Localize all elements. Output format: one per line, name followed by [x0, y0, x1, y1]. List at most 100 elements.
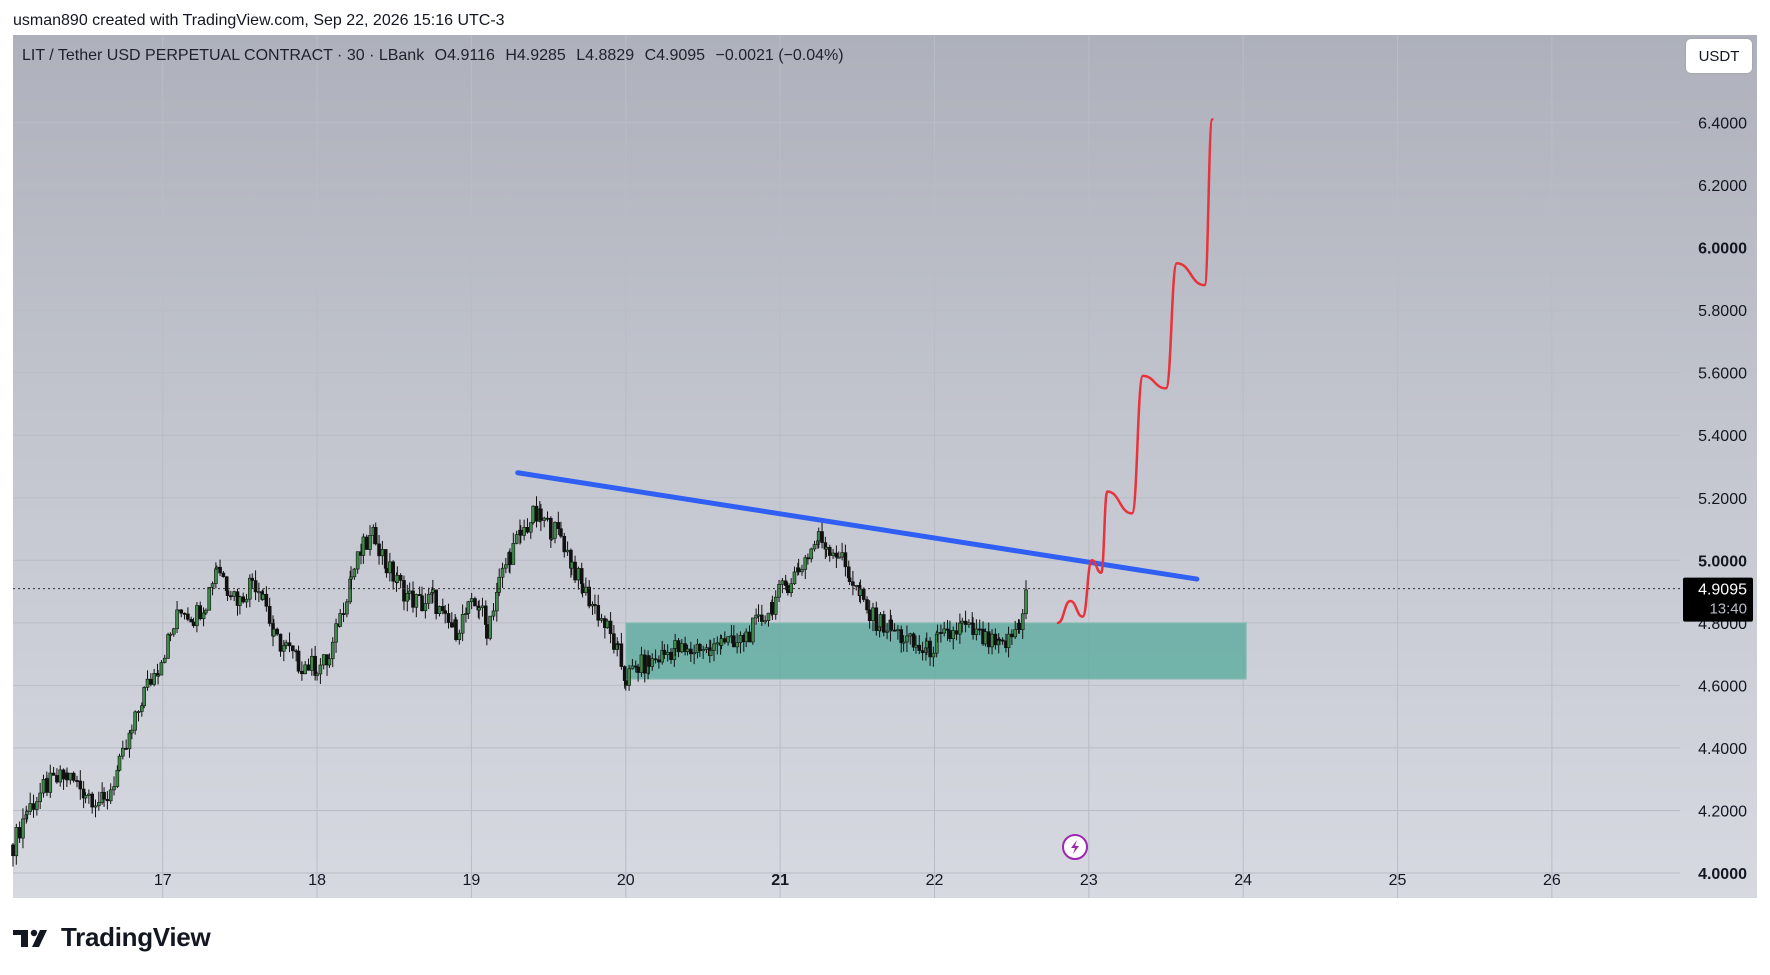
candle-body — [310, 655, 314, 671]
candle-body — [747, 631, 752, 643]
candle-body — [166, 634, 170, 659]
candle-body — [911, 633, 916, 648]
candle-body — [719, 638, 724, 646]
symbol-legend: LIT / Tether USD PERPETUAL CONTRACT · 30… — [22, 47, 850, 65]
symbol-name: LIT / Tether USD PERPETUAL CONTRACT · 30… — [22, 47, 425, 64]
candle-body — [673, 640, 677, 649]
candle-body — [426, 593, 431, 604]
candle-body — [17, 827, 22, 839]
candle-body — [140, 705, 144, 712]
candle-body — [1020, 613, 1025, 630]
candle-body — [642, 654, 647, 674]
candle-body — [58, 769, 63, 783]
candle-body — [368, 535, 372, 550]
low-value: L4.8829 — [576, 47, 635, 64]
candle-body — [885, 630, 889, 633]
candle-body — [840, 552, 844, 558]
candle-body — [867, 609, 872, 622]
change-value: −0.0021 (−0.04%) — [715, 47, 844, 64]
candle-body — [55, 775, 59, 783]
candle-body — [272, 628, 276, 637]
candle-body — [214, 566, 219, 570]
candle-body — [676, 640, 681, 653]
candle-body — [751, 617, 755, 643]
candle-body — [851, 581, 855, 586]
candle-body — [760, 614, 764, 622]
bar-countdown: 13:40 — [1709, 601, 1747, 618]
candle-body — [232, 591, 236, 597]
candle-body — [257, 591, 261, 594]
candle-body — [229, 595, 233, 598]
candle-body — [612, 633, 616, 650]
candle-body — [735, 642, 739, 648]
chart-panel[interactable] — [13, 35, 1757, 898]
candle-body — [355, 551, 360, 570]
candle-body — [647, 655, 651, 667]
candle-body — [31, 803, 36, 810]
candle-body — [457, 632, 462, 640]
candle-body — [191, 621, 196, 627]
candle-body — [253, 580, 258, 593]
candle-body — [93, 805, 98, 808]
candle-body — [291, 645, 295, 652]
projection-path — [1056, 118, 1214, 625]
candle-body — [816, 531, 821, 542]
candle-body — [41, 779, 46, 794]
y-tick-label: 6.0000 — [1698, 241, 1747, 258]
candle-body — [61, 769, 66, 780]
candle-body — [282, 645, 286, 652]
current-price-value: 4.9095 — [1698, 582, 1747, 599]
candle-body — [488, 615, 492, 639]
candle-body — [669, 651, 673, 660]
candle-body — [990, 633, 994, 648]
candle-body — [414, 594, 419, 608]
candle-body — [683, 643, 687, 652]
candle-body — [300, 670, 304, 675]
candle-body — [914, 644, 918, 648]
candle-body — [136, 711, 141, 713]
candle-body — [278, 633, 283, 652]
candle-body — [951, 630, 956, 639]
candle-body — [1017, 622, 1022, 630]
candle-body — [780, 580, 785, 585]
candle-body — [364, 536, 369, 550]
candle-body — [142, 687, 146, 707]
candle-body — [388, 561, 392, 574]
candle-body — [834, 552, 839, 558]
candle-body — [500, 567, 505, 578]
candle-body — [241, 596, 246, 603]
currency-button[interactable]: USDT — [1686, 39, 1752, 73]
candle-body — [712, 643, 716, 651]
candle-body — [115, 769, 120, 787]
candle-body — [871, 607, 875, 622]
candle-body — [665, 651, 670, 655]
candle-body — [179, 609, 184, 614]
candle-body — [102, 791, 106, 800]
candle-body — [303, 664, 307, 675]
candle-body — [398, 575, 403, 581]
candle-body — [464, 613, 468, 615]
candle-body — [945, 628, 950, 631]
candle-body — [327, 658, 332, 666]
candle-body — [824, 546, 829, 550]
candle-body — [800, 569, 804, 573]
candle-body — [156, 674, 160, 677]
y-tick-label: 5.4000 — [1698, 428, 1747, 445]
candle-body — [48, 772, 53, 793]
candle-body — [87, 793, 91, 796]
time-axis: 17 18 19 20 21 22 23 24 25 26 — [154, 872, 1561, 889]
candle-body — [330, 641, 335, 660]
candle-body — [899, 629, 904, 643]
candle-body — [51, 772, 56, 776]
candle-body — [650, 658, 655, 667]
y-tick-label: 4.0000 — [1698, 866, 1747, 883]
event-marker — [1062, 834, 1088, 860]
candle-body — [145, 678, 150, 688]
candle-body — [284, 642, 289, 646]
candle-body — [1013, 629, 1018, 638]
candle-body — [908, 633, 913, 637]
candle-body — [920, 650, 925, 654]
candle-body — [112, 786, 116, 791]
candle-body — [182, 612, 187, 615]
